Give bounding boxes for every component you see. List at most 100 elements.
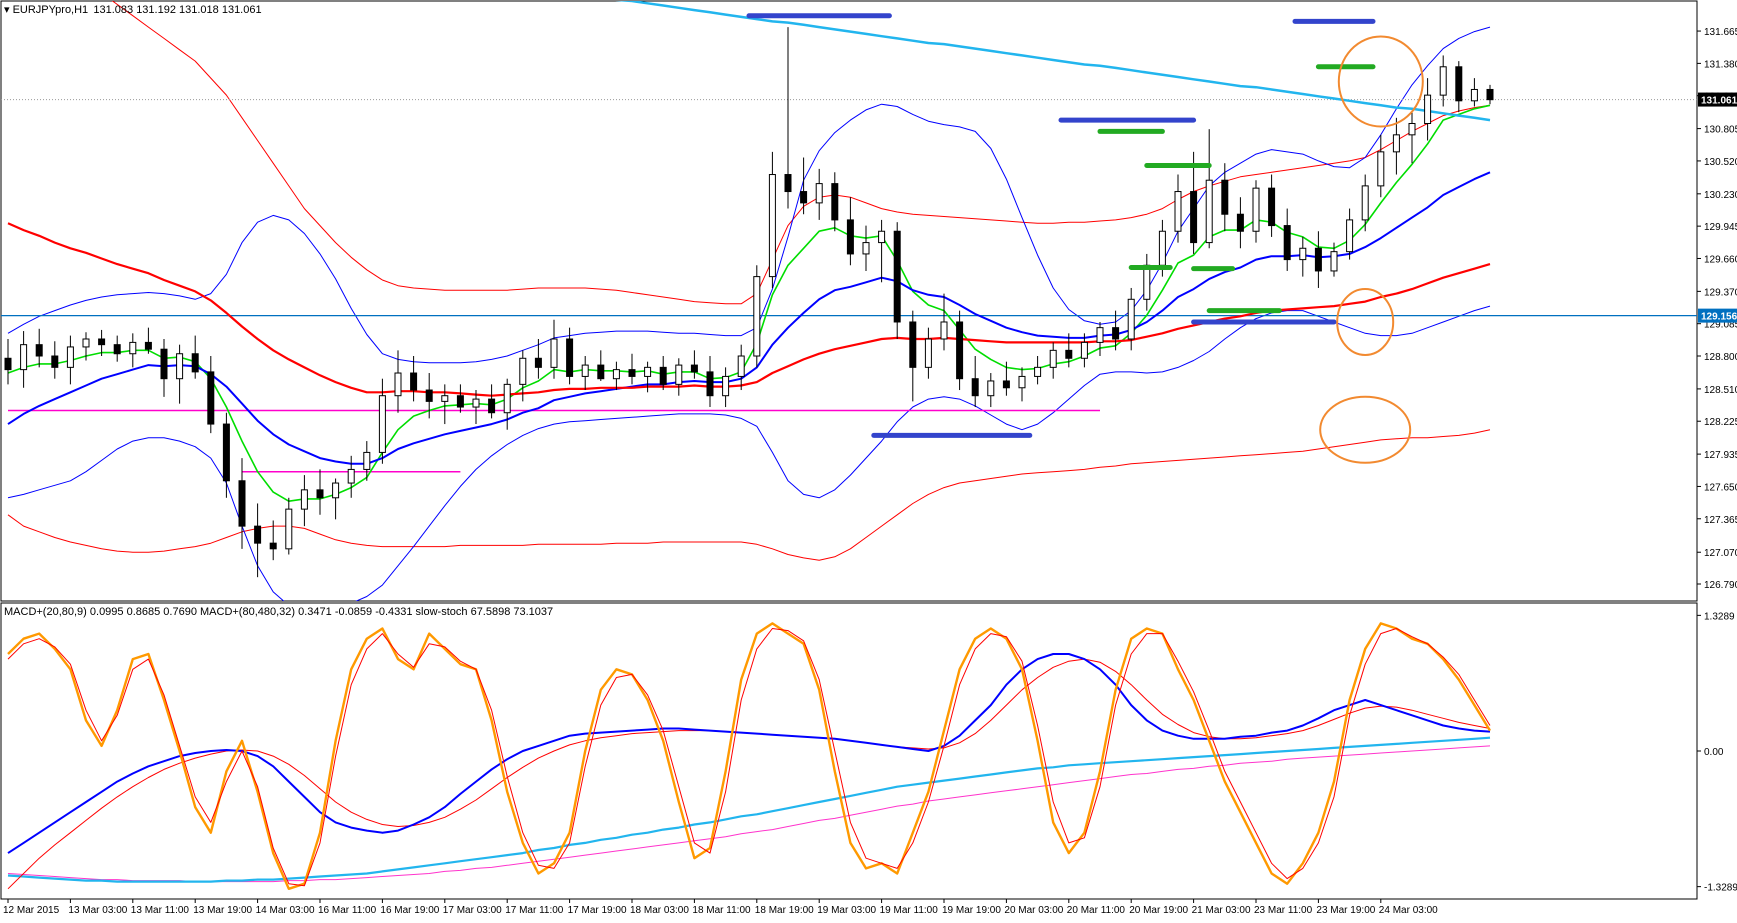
candle [987, 373, 995, 408]
time-tick-label: 13 Mar 19:00 [193, 905, 252, 916]
candle-body [1174, 191, 1182, 232]
candle [690, 350, 698, 379]
highlight-circle[interactable] [1336, 287, 1395, 356]
candle [1377, 134, 1385, 198]
candle-body [176, 353, 184, 380]
time-tick-label: 18 Mar 11:00 [692, 905, 751, 916]
candle-body [737, 355, 745, 377]
candle [394, 350, 402, 413]
candle-body [347, 468, 355, 484]
highlight-circle[interactable] [1319, 395, 1412, 464]
candle-body [1018, 375, 1026, 389]
candle-body [378, 395, 386, 453]
time-tick-label: 19 Mar 03:00 [817, 905, 876, 916]
time-tick-label: 12 Mar 2015 [3, 905, 60, 916]
candle-body [800, 191, 808, 204]
candle [1190, 151, 1198, 254]
candle-body [1080, 341, 1088, 359]
candle-body [300, 489, 308, 510]
candle [363, 441, 371, 481]
candle [51, 341, 59, 379]
price-tick-label: 129.370 [1704, 287, 1737, 298]
time-tick-label: 21 Mar 03:00 [1192, 905, 1251, 916]
candle [862, 225, 870, 271]
highlight-circle[interactable] [1337, 35, 1424, 128]
candle-body [503, 383, 511, 414]
candle [909, 310, 917, 402]
candle [441, 384, 449, 425]
oscillator-tick-label: -1.3289 [1704, 883, 1737, 894]
candle [347, 455, 355, 498]
candle [144, 327, 152, 354]
oscillator-axis[interactable]: 1.3289 0.00 -1.3289 [1697, 611, 1737, 894]
candle-body [815, 183, 823, 204]
candle [82, 332, 90, 361]
bb-upper-line [7, 26, 1491, 364]
candle [893, 222, 901, 339]
candle-body [1470, 88, 1478, 102]
price-pane-frame [0, 0, 1698, 602]
candle [940, 293, 948, 351]
candle [176, 344, 184, 404]
candle [768, 151, 776, 288]
time-tick-label: 16 Mar 11:00 [318, 905, 377, 916]
candle [425, 373, 433, 419]
candle-body [987, 380, 995, 397]
candle-body [862, 242, 870, 255]
time-tick-label: 13 Mar 03:00 [68, 905, 127, 916]
time-tick-label: 23 Mar 19:00 [1316, 905, 1375, 916]
candle-body [316, 489, 324, 499]
candle [1439, 55, 1447, 107]
candle-body [441, 395, 449, 402]
candle-body [1221, 179, 1229, 215]
candle-body [98, 338, 106, 346]
price-tick-label: 130.230 [1704, 190, 1737, 201]
time-axis[interactable]: 12 Mar 2015 13 Mar 03:00 13 Mar 11:00 13 Ma… [3, 899, 1438, 916]
candle-body [1127, 298, 1135, 340]
candle-body [160, 348, 168, 380]
candle-body [1049, 349, 1057, 368]
candle-body [956, 321, 964, 380]
time-tick-label: 18 Mar 19:00 [755, 905, 814, 916]
price-tick-label: 129.085 [1704, 320, 1737, 331]
price-tick-label: 127.650 [1704, 482, 1737, 493]
candle [300, 475, 308, 527]
candle-body [1439, 66, 1447, 96]
candle-body [1346, 219, 1354, 253]
candle-body [893, 230, 901, 323]
candle [1455, 61, 1463, 113]
indicator-label: MACD+(20,80,9) 0.0995 0.8685 0.7690 MACD… [4, 606, 553, 618]
oscillator-pane[interactable]: MACD+(20,80,9) 0.0995 0.8685 0.7690 MACD… [0, 602, 1737, 900]
price-axis[interactable]: 131.665131.380131.095130.805130.520130.2… [1697, 27, 1737, 591]
price-tick-label: 130.805 [1704, 125, 1737, 136]
candle [238, 458, 246, 549]
time-tick-label: 20 Mar 03:00 [1004, 905, 1063, 916]
candle-body [394, 372, 402, 397]
candle-body [644, 366, 652, 377]
candle [410, 356, 418, 402]
candle-body [550, 338, 558, 368]
candle [222, 412, 230, 498]
price-pane[interactable]: ▾ EURJPYpro,H1 131.083 131.192 131.018 13… [0, 0, 1737, 611]
candle [1470, 78, 1478, 107]
candle [566, 327, 574, 385]
candle-body [82, 338, 90, 348]
candle-body [456, 395, 464, 408]
candle-body [1158, 230, 1166, 266]
candle [1268, 174, 1276, 237]
candle [160, 338, 168, 397]
candle [753, 265, 761, 368]
candle [1065, 333, 1073, 368]
candle-body [1330, 251, 1338, 272]
candle-body [1486, 88, 1494, 101]
price-tick-label: 126.790 [1704, 580, 1737, 591]
candle [1221, 163, 1229, 232]
candle-body [1299, 247, 1307, 261]
candle-body [675, 364, 683, 385]
candle-body [581, 364, 589, 377]
candle-body [1065, 349, 1073, 359]
candle-body [1283, 225, 1291, 261]
